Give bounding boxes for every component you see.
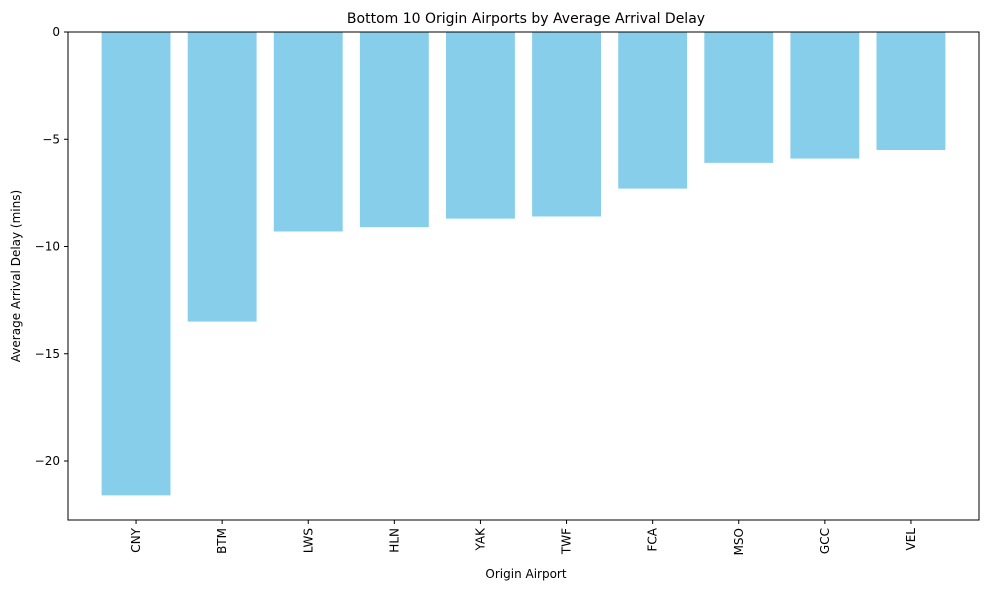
- y-axis-label: Average Arrival Delay (mins): [9, 190, 23, 362]
- x-tick-label: CNY: [129, 527, 143, 552]
- x-tick-label: HLN: [387, 528, 401, 553]
- x-tick-label: YAK: [473, 527, 487, 552]
- y-tick-label: −5: [42, 132, 60, 146]
- bar-gcc: [790, 32, 860, 159]
- bar-vel: [876, 32, 946, 150]
- plot-frame: [67, 31, 980, 521]
- x-tick-label: TWF: [560, 528, 574, 555]
- y-axis-ticks: 0 −5 −10 −15 −20: [35, 25, 68, 468]
- chart-title: Bottom 10 Origin Airports by Average Arr…: [347, 11, 705, 27]
- y-tick-label: −15: [35, 347, 60, 361]
- y-tick-label: 0: [52, 25, 60, 39]
- bar-twf: [532, 32, 601, 217]
- y-tick-label: −20: [35, 454, 60, 468]
- bars-group: [101, 32, 946, 496]
- x-tick-label: LWS: [301, 528, 315, 553]
- bar-mso: [704, 32, 774, 163]
- bar-hln: [359, 32, 429, 228]
- x-axis-label: Origin Airport: [485, 567, 566, 581]
- bar-btm: [187, 32, 257, 322]
- y-tick-label: −10: [35, 240, 60, 254]
- x-axis-ticks: CNY BTM LWS HLN YAK TWF FCA MSO GCC VEL: [129, 520, 918, 555]
- bar-yak: [446, 32, 515, 219]
- x-tick-label: GCC: [818, 528, 832, 554]
- bar-lws: [273, 32, 343, 232]
- x-tick-label: BTM: [215, 528, 229, 554]
- x-tick-label: FCA: [646, 527, 660, 551]
- x-tick-label: MSO: [732, 528, 746, 555]
- bar-fca: [618, 32, 688, 189]
- x-tick-label: VEL: [904, 528, 918, 551]
- bar-cny: [101, 32, 171, 496]
